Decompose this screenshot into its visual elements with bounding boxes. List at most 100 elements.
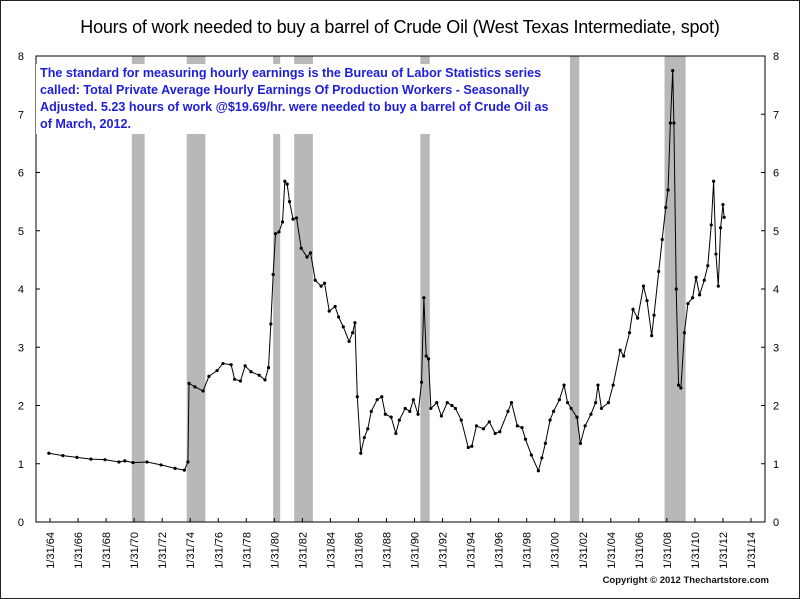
data-point bbox=[650, 334, 653, 337]
data-point bbox=[288, 200, 291, 203]
data-point bbox=[425, 354, 428, 357]
data-point bbox=[249, 370, 252, 373]
data-point bbox=[664, 206, 667, 209]
data-point bbox=[61, 454, 64, 457]
data-point bbox=[475, 424, 478, 427]
y-tick-label-left: 8 bbox=[18, 51, 24, 63]
data-point bbox=[416, 413, 419, 416]
data-point bbox=[683, 331, 686, 334]
x-tick-label: 1/31/66 bbox=[73, 532, 85, 569]
x-tick-label: 1/31/86 bbox=[353, 532, 365, 569]
x-tick-label: 1/31/74 bbox=[185, 532, 197, 569]
data-point bbox=[337, 315, 340, 318]
y-tick-label-right: 0 bbox=[773, 517, 779, 529]
data-point bbox=[488, 420, 491, 423]
data-point bbox=[117, 460, 120, 463]
data-point bbox=[342, 325, 345, 328]
y-tick-label-right: 3 bbox=[773, 342, 779, 354]
data-point bbox=[173, 467, 176, 470]
data-point bbox=[435, 401, 438, 404]
data-point bbox=[652, 314, 655, 317]
data-point bbox=[579, 442, 582, 445]
data-point bbox=[596, 384, 599, 387]
data-point bbox=[309, 251, 312, 254]
data-point bbox=[291, 218, 294, 221]
data-point bbox=[691, 296, 694, 299]
data-point bbox=[187, 382, 190, 385]
data-point bbox=[703, 279, 706, 282]
recession-band bbox=[570, 56, 579, 522]
data-point bbox=[145, 460, 148, 463]
data-point bbox=[201, 389, 204, 392]
y-tick-label-left: 7 bbox=[18, 109, 24, 121]
data-point bbox=[530, 453, 533, 456]
data-point bbox=[328, 310, 331, 313]
x-tick-label: 1/31/00 bbox=[550, 532, 562, 569]
data-point bbox=[221, 362, 224, 365]
x-tick-label: 1/31/78 bbox=[241, 532, 253, 569]
y-tick-label-left: 1 bbox=[18, 459, 24, 471]
data-point bbox=[272, 273, 275, 276]
data-point bbox=[671, 69, 674, 72]
data-point bbox=[404, 407, 407, 410]
data-point bbox=[394, 432, 397, 435]
data-point bbox=[422, 296, 425, 299]
data-point bbox=[348, 340, 351, 343]
data-point bbox=[384, 413, 387, 416]
copyright-text: Copyright © 2012 Thechartstore.com bbox=[603, 575, 769, 586]
data-point bbox=[269, 322, 272, 325]
data-point bbox=[446, 401, 449, 404]
data-point bbox=[600, 407, 603, 410]
data-point bbox=[420, 381, 423, 384]
data-point bbox=[323, 282, 326, 285]
data-point bbox=[233, 378, 236, 381]
data-point bbox=[295, 216, 298, 219]
data-point bbox=[498, 430, 501, 433]
data-point bbox=[351, 331, 354, 334]
data-point bbox=[353, 321, 356, 324]
x-tick-label: 1/31/70 bbox=[129, 532, 141, 569]
x-tick-label: 1/31/02 bbox=[578, 532, 590, 569]
data-point bbox=[467, 446, 470, 449]
data-point bbox=[274, 232, 277, 235]
data-point bbox=[131, 461, 134, 464]
y-tick-label-left: 2 bbox=[18, 401, 24, 413]
data-point bbox=[717, 284, 720, 287]
data-point bbox=[356, 395, 359, 398]
data-point bbox=[677, 384, 680, 387]
y-tick-label-right: 5 bbox=[773, 226, 779, 238]
annotation-text: The standard for measuring hourly earnin… bbox=[36, 64, 564, 134]
data-point bbox=[679, 386, 682, 389]
x-tick-label: 1/31/96 bbox=[494, 532, 506, 569]
data-point bbox=[619, 349, 622, 352]
data-point bbox=[460, 418, 463, 421]
data-point bbox=[719, 226, 722, 229]
data-point bbox=[300, 247, 303, 250]
y-tick-label-left: 0 bbox=[18, 517, 24, 529]
data-point bbox=[470, 445, 473, 448]
data-point bbox=[319, 284, 322, 287]
data-point bbox=[698, 293, 701, 296]
data-point bbox=[721, 203, 724, 206]
data-point bbox=[636, 317, 639, 320]
data-point bbox=[75, 456, 78, 459]
x-tick-label: 1/31/88 bbox=[381, 532, 393, 569]
x-tick-label: 1/31/84 bbox=[325, 532, 337, 569]
data-point bbox=[537, 469, 540, 472]
y-tick-label-left: 6 bbox=[18, 168, 24, 180]
chart-frame: Hours of work needed to buy a barrel of … bbox=[0, 0, 800, 599]
data-point bbox=[427, 357, 430, 360]
data-point bbox=[363, 436, 366, 439]
data-point bbox=[645, 299, 648, 302]
x-tick-label: 1/31/98 bbox=[522, 532, 534, 569]
data-point bbox=[277, 230, 280, 233]
x-tick-label: 1/31/72 bbox=[157, 532, 169, 569]
x-tick-label: 1/31/04 bbox=[606, 532, 618, 569]
data-point bbox=[510, 401, 513, 404]
data-point bbox=[594, 401, 597, 404]
data-point bbox=[558, 398, 561, 401]
data-point bbox=[607, 401, 610, 404]
data-point bbox=[333, 305, 336, 308]
data-point bbox=[215, 369, 218, 372]
data-point bbox=[494, 432, 497, 435]
